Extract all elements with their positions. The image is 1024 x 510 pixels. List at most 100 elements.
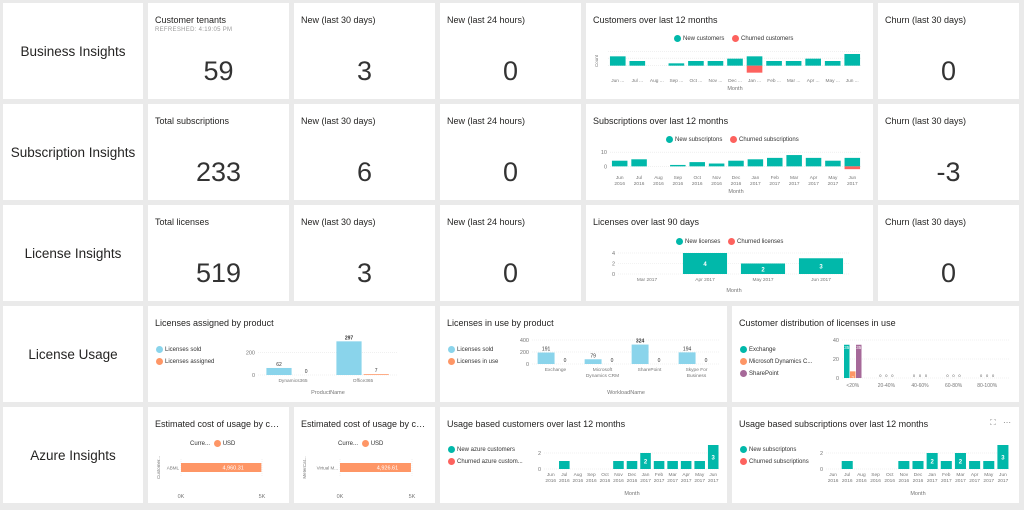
- tile-title: New (last 30 days): [301, 217, 376, 227]
- x-tick-label: Sep 2016: [586, 472, 597, 484]
- y-tick-label: 200: [520, 350, 529, 356]
- bar: [844, 157, 861, 167]
- x-tick-label: Apr 2017: [969, 472, 980, 484]
- focus-mode-icon[interactable]: ⛶: [990, 418, 996, 427]
- tile-business-churn[interactable]: Churn (last 30 days) 0: [878, 3, 1019, 99]
- row-label-subscription-text: Subscription Insights: [10, 144, 136, 160]
- row-label-business: Business Insights: [3, 3, 143, 99]
- chart-legend: New subscriptons Churned subscriptions: [666, 136, 805, 143]
- y-tick-label: 0: [252, 373, 255, 379]
- y-tick-label: 10: [601, 150, 607, 156]
- tile-cost-by-category[interactable]: Estimated cost of usage by categ... Curr…: [294, 407, 435, 503]
- legend-new: New licenses: [676, 238, 721, 246]
- bar-data-label: 4,960.31: [222, 466, 243, 472]
- bar: [181, 463, 262, 472]
- tile-customer-tenants[interactable]: Customer tenants REFRESHED: 4:19:05 PM 5…: [148, 3, 289, 99]
- chart-legend: New subscriptons Churned subscriptions: [740, 446, 809, 470]
- x-tick-label: Oct ...: [690, 78, 703, 84]
- bar-data-label: 324: [636, 339, 645, 345]
- bar-data-label: 2: [930, 460, 934, 466]
- kpi-value: 3: [356, 56, 373, 86]
- legend-churn-label: Churned licenses: [737, 239, 784, 246]
- bar: [940, 461, 952, 469]
- y-axis-title: MeterCat...: [302, 456, 307, 478]
- x-tick-label: Jun 2017: [998, 472, 1009, 484]
- more-options-icon[interactable]: ⋯: [1003, 418, 1011, 427]
- x-tick-label: Dynamics365: [278, 378, 307, 384]
- row-label-azure-text: Azure Insights: [30, 447, 116, 463]
- tile-licenses-chart[interactable]: Licenses over last 90 days New licenses …: [586, 205, 873, 301]
- tile-azure-customers[interactable]: Usage based customers over last 12 month…: [440, 407, 727, 503]
- bar-data-label: 0: [925, 373, 928, 378]
- tile-subscription-new-24[interactable]: New (last 24 hours) 0: [440, 104, 581, 200]
- x-tick-label: Oct 2016: [884, 472, 895, 484]
- y-tick-label: 0: [612, 272, 615, 278]
- kpi-value: 233: [195, 157, 242, 187]
- tile-license-distribution[interactable]: Customer distribution of licenses in use…: [732, 306, 1019, 402]
- tile-business-new-30[interactable]: New (last 30 days) 3: [294, 3, 435, 99]
- tile-subscription-new-30[interactable]: New (last 30 days) 6: [294, 104, 435, 200]
- x-tick-label: Aug 2016: [653, 175, 664, 187]
- tile-business-new-24[interactable]: New (last 24 hours) 0: [440, 3, 581, 99]
- legend-sold: Licenses sold: [156, 346, 214, 353]
- y-tick-label: Virtual M...: [317, 466, 338, 471]
- bar-data-label: 194: [683, 346, 692, 352]
- tile-licenses-assigned[interactable]: Licenses assigned by product Licenses so…: [148, 306, 435, 402]
- bar-data-label: 0: [891, 373, 894, 378]
- x-tick-label: Nov 2016: [899, 472, 910, 484]
- bar: [844, 166, 861, 170]
- chart-legend: Curre... USD: [338, 440, 383, 447]
- tile-azure-subscriptions[interactable]: Usage based subscriptions over last 12 m…: [732, 407, 1019, 503]
- bar: [747, 159, 764, 167]
- tile-cost-by-customer[interactable]: Estimated cost of usage by custo... Curr…: [148, 407, 289, 503]
- x-tick-label: Jun 2017: [708, 472, 719, 484]
- tile-title: Total subscriptions: [155, 116, 230, 126]
- y-tick-label: 0: [604, 164, 607, 170]
- x-tick-label: Jan 2017: [750, 175, 761, 187]
- bar: [694, 461, 705, 469]
- legend-new: New subscriptons: [666, 136, 722, 143]
- bar-data-label: 35: [844, 345, 850, 350]
- y-tick-label: 0: [538, 467, 541, 473]
- tile-license-churn[interactable]: Churn (last 30 days) 0: [878, 205, 1019, 301]
- legend-dot-icon: [732, 35, 740, 42]
- x-tick-label: Aug ...: [650, 78, 664, 84]
- bar-data-label: 2: [959, 460, 963, 466]
- legend-churn-label: Churned subscriptions: [739, 137, 799, 144]
- bar-data-label: 0: [305, 369, 308, 375]
- kpi-value: 6: [356, 157, 373, 187]
- x-tick-label: Jun ...: [846, 78, 859, 84]
- y-tick-label: 0: [820, 467, 823, 473]
- tile-title: New (last 24 hours): [447, 116, 526, 126]
- bar: [785, 61, 802, 66]
- bar: [689, 162, 705, 167]
- bar-data-label: 2: [644, 460, 648, 466]
- tile-total-subscriptions[interactable]: Total subscriptions 233: [148, 104, 289, 200]
- tile-license-new-30[interactable]: New (last 30 days) 3: [294, 205, 435, 301]
- x-tick-label: Jun 2016: [614, 175, 625, 187]
- legend-dot-icon: [448, 346, 455, 353]
- bar-data-label: 0: [952, 373, 955, 378]
- row-label-subscription: Subscription Insights: [3, 104, 143, 200]
- bar: [727, 58, 743, 66]
- legend-dynamics-label: Microsoft Dynamics C...: [749, 359, 813, 366]
- customers-bar-chart: Jun ... Jul ... Aug ... Sep ... Oct ... Nov .…: [594, 51, 862, 92]
- bar: [707, 445, 719, 469]
- tile-licenses-in-use[interactable]: Licenses in use by product Licenses sold…: [440, 306, 727, 402]
- tile-license-new-24[interactable]: New (last 24 hours) 0: [440, 205, 581, 301]
- legend-new-label: New licenses: [685, 239, 721, 246]
- bar-data-label: 79: [590, 353, 596, 359]
- tile-total-licenses[interactable]: Total licenses 519: [148, 205, 289, 301]
- x-tick-label: Jun 2017: [811, 277, 831, 283]
- tile-title: Total licenses: [155, 217, 210, 227]
- tile-subscriptions-chart[interactable]: Subscriptions over last 12 months New su…: [586, 104, 873, 200]
- bar: [766, 61, 782, 66]
- x-tick-label: May 2017: [828, 175, 839, 187]
- tile-customers-chart[interactable]: Customers over last 12 months New custom…: [586, 3, 873, 99]
- bar-data-label: 35: [856, 345, 862, 350]
- y-tick-label: 400: [520, 338, 529, 344]
- row-label-azure: Azure Insights: [3, 407, 143, 503]
- legend-dot-icon: [448, 458, 455, 466]
- legend-dot-icon: [666, 136, 673, 143]
- tile-subscription-churn[interactable]: Churn (last 30 days) -3: [878, 104, 1019, 200]
